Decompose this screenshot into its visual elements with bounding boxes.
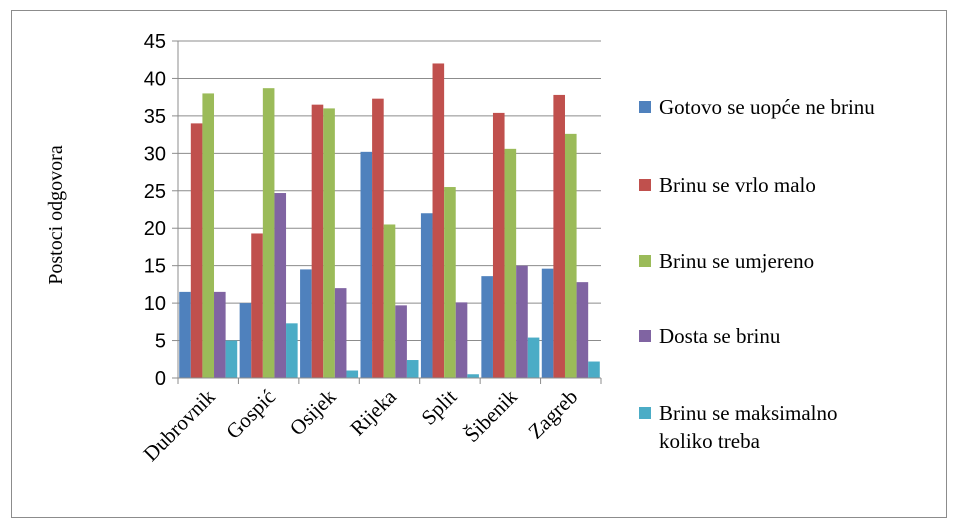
bar-2-3	[383, 224, 396, 378]
y-tick-label: 15	[144, 256, 166, 278]
y-tick-label: 10	[144, 293, 166, 315]
bar-3-6	[576, 282, 589, 378]
bars	[179, 63, 600, 379]
bar-4-3	[406, 360, 419, 378]
y-tick-label: 0	[155, 368, 166, 390]
legend-swatch-1	[639, 179, 651, 191]
bar-2-0	[202, 93, 215, 378]
x-category-label: Osijek	[285, 384, 341, 440]
x-category-label: Dubrovnik	[138, 384, 220, 466]
x-category-label: Split	[416, 384, 461, 429]
legend-label-3: Dosta se brinu	[659, 324, 781, 348]
bar-2-5	[504, 148, 517, 378]
legend-label-0: Gotovo se uopće ne brinu	[659, 95, 875, 119]
bar-0-2	[300, 269, 312, 378]
bar-0-6	[541, 268, 554, 378]
bar-1-0	[190, 123, 203, 378]
x-category-label: Šibenik	[460, 384, 523, 447]
bar-4-6	[588, 361, 600, 378]
bar-1-4	[432, 63, 445, 378]
bar-0-0	[179, 291, 191, 378]
legend-swatch-3	[639, 330, 651, 342]
bar-1-1	[251, 233, 263, 378]
x-category-label: Zagreb	[523, 385, 582, 444]
y-tick-labels: 0 5 10 15 20 25 30 35 40 45	[144, 31, 166, 390]
bar-4-0	[225, 340, 238, 378]
bar-4-5	[527, 337, 540, 378]
bar-3-2	[334, 288, 347, 378]
bar-3-5	[516, 265, 528, 378]
bar-1-2	[311, 104, 324, 379]
bar-0-3	[360, 151, 373, 378]
y-tick-label: 25	[144, 181, 166, 203]
legend-swatch-4	[639, 407, 651, 419]
legend-label-4: Brinu se maksimalno koliko treba	[659, 401, 837, 453]
x-category-label: Rijeka	[345, 384, 401, 440]
legend-swatch-0	[639, 101, 651, 113]
bar-4-2	[346, 370, 359, 378]
bar-3-3	[395, 305, 407, 378]
bar-1-3	[372, 98, 384, 379]
bar-0-4	[420, 213, 433, 378]
bar-0-1	[239, 303, 252, 378]
bar-2-1	[262, 88, 275, 379]
chart-frame: 0 5 10 15 20 25 30 35 40 45 Dubrovnik Gospić Osijek…	[11, 10, 947, 518]
y-tick-label: 40	[144, 68, 166, 90]
axes	[172, 40, 602, 384]
y-tick-label: 45	[144, 31, 166, 53]
bar-0-5	[481, 276, 493, 378]
legend: Gotovo se uopće ne brinu Brinu se vrlo ma…	[639, 95, 875, 453]
legend-label-2: Brinu se umjereno	[659, 249, 814, 273]
bar-2-4	[444, 187, 456, 378]
bar-2-6	[564, 133, 577, 378]
bar-3-1	[274, 193, 287, 378]
x-category-label: Gospić	[221, 385, 280, 444]
y-axis-title: Postoci odgovora	[45, 145, 67, 285]
legend-label-1: Brinu se vrlo malo	[659, 173, 816, 197]
bar-1-5	[492, 112, 505, 378]
bar-3-4	[455, 302, 468, 378]
bar-4-1	[286, 323, 298, 378]
legend-swatch-2	[639, 255, 651, 267]
y-tick-label: 30	[144, 143, 166, 165]
y-tick-label: 5	[155, 331, 166, 353]
y-tick-label: 35	[144, 106, 166, 128]
bar-3-0	[214, 291, 226, 378]
bar-4-4	[467, 374, 479, 378]
bar-2-2	[323, 108, 335, 379]
bar-1-6	[553, 94, 565, 379]
grouped-bar-chart: 0 5 10 15 20 25 30 35 40 45 Dubrovnik Gospić Osijek…	[45, 31, 875, 466]
y-tick-label: 20	[144, 218, 166, 240]
